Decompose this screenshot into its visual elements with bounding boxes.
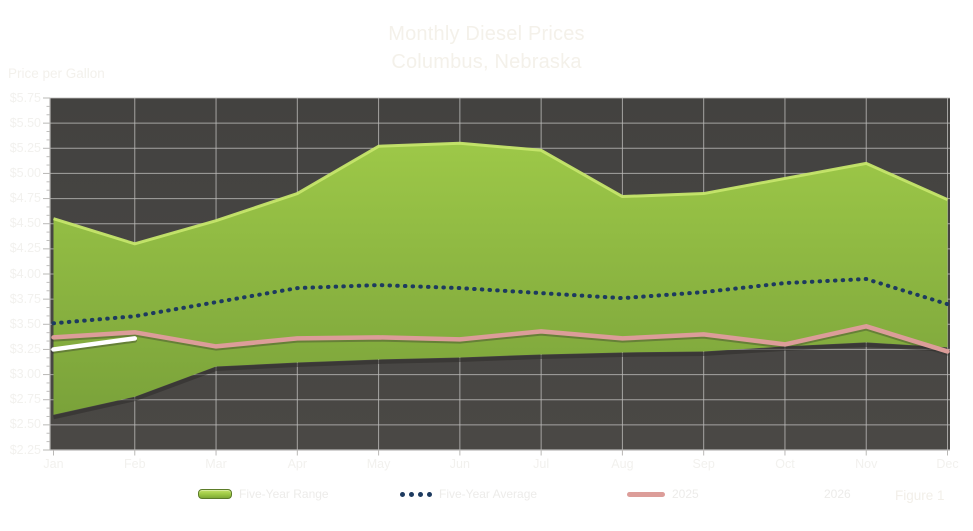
x-tick-label: Sep <box>692 457 715 471</box>
legend-item-five-year-average: Five-Year Average <box>400 486 537 502</box>
y-tick-label: $2.75 <box>9 392 41 407</box>
y-tick-label: $3.00 <box>9 367 41 382</box>
x-tick-label: Oct <box>775 457 795 471</box>
y-tick-label: $4.50 <box>9 216 41 231</box>
y-tick-label: $4.25 <box>9 241 41 256</box>
line-2025 <box>51 324 950 354</box>
x-tick-label: Mar <box>205 457 227 471</box>
x-tick-label: Dec <box>936 457 959 471</box>
y-tick-label: $5.75 <box>9 90 41 105</box>
chart-title-line1: Monthly Diesel Prices <box>388 23 585 45</box>
x-tick-label: May <box>366 457 391 471</box>
y-axis-title: Price per Gallon <box>8 66 105 81</box>
five-year-average-line <box>51 277 950 326</box>
x-tick-label: Nov <box>855 457 878 471</box>
pink-line-swatch-icon <box>627 491 665 497</box>
legend-item-five-year-range: Five-Year Range <box>198 486 329 502</box>
dotted-line-swatch-icon <box>400 491 432 497</box>
x-tick-label: Jun <box>449 457 470 471</box>
range-area-top-highlight <box>53 141 949 246</box>
chart-title-line2: Columbus, Nebraska <box>391 51 582 73</box>
legend-item-2025: 2025 <box>627 486 699 502</box>
y-tick-label: $3.25 <box>9 341 41 356</box>
legend-label: 2025 <box>672 487 699 501</box>
range-area-swatch-icon <box>198 489 232 499</box>
legend-label: 2026 <box>824 487 851 501</box>
x-tick-label: Jan <box>43 457 64 471</box>
five-year-range-area <box>53 143 948 415</box>
chart-title: Monthly Diesel Prices Columbus, Nebraska <box>0 20 973 76</box>
y-tick-label: $4.00 <box>9 266 41 281</box>
y-tick-label: $5.50 <box>9 115 41 130</box>
y-tick-label: $3.75 <box>9 291 41 306</box>
legend-label: Five-Year Average <box>439 487 538 501</box>
y-tick-label: $2.50 <box>9 417 41 432</box>
legend-label: Five-Year Range <box>239 487 329 501</box>
y-tick-label: $3.50 <box>9 316 41 331</box>
legend-item-2026: 2026 <box>779 486 851 502</box>
figure-label: Figure 1 <box>895 488 945 503</box>
x-tick-label: Apr <box>287 457 308 471</box>
x-tick-label: Jul <box>533 457 550 471</box>
y-tick-label: $4.75 <box>9 191 41 206</box>
x-tick-label: Feb <box>123 457 146 471</box>
y-tick-label: $2.25 <box>9 442 41 457</box>
range-area-bottom-shadow <box>53 342 948 420</box>
white-line-swatch-icon <box>779 491 817 497</box>
x-tick-label: Aug <box>611 457 634 471</box>
line-2026 <box>51 336 138 352</box>
y-tick-label: $5.25 <box>9 140 41 155</box>
y-tick-label: $5.00 <box>9 165 41 180</box>
